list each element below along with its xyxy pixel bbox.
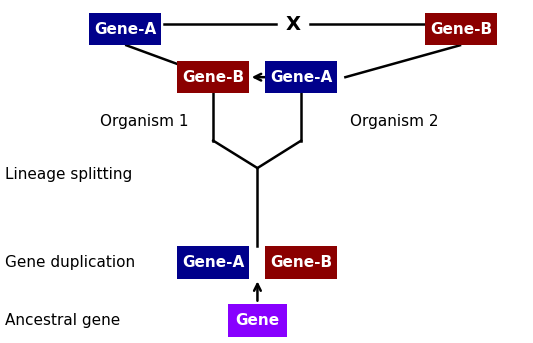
Text: Organism 2: Organism 2 xyxy=(350,114,439,129)
FancyBboxPatch shape xyxy=(265,246,337,279)
Text: X: X xyxy=(286,14,301,34)
Text: Gene-B: Gene-B xyxy=(430,22,492,37)
Text: Gene-A: Gene-A xyxy=(270,70,332,85)
Text: Ancestral gene: Ancestral gene xyxy=(5,313,120,328)
Text: Gene-A: Gene-A xyxy=(94,22,156,37)
Text: Gene-A: Gene-A xyxy=(182,255,244,270)
Text: Gene duplication: Gene duplication xyxy=(5,255,135,270)
FancyBboxPatch shape xyxy=(177,61,249,93)
Text: Gene-B: Gene-B xyxy=(270,255,332,270)
FancyBboxPatch shape xyxy=(89,13,161,45)
FancyBboxPatch shape xyxy=(265,61,337,93)
Text: Gene-B: Gene-B xyxy=(182,70,244,85)
Text: Organism 1: Organism 1 xyxy=(100,114,188,129)
FancyBboxPatch shape xyxy=(228,305,287,337)
Text: Gene: Gene xyxy=(236,313,279,328)
FancyBboxPatch shape xyxy=(177,246,249,279)
Text: Lineage splitting: Lineage splitting xyxy=(5,167,133,182)
FancyBboxPatch shape xyxy=(425,13,497,45)
